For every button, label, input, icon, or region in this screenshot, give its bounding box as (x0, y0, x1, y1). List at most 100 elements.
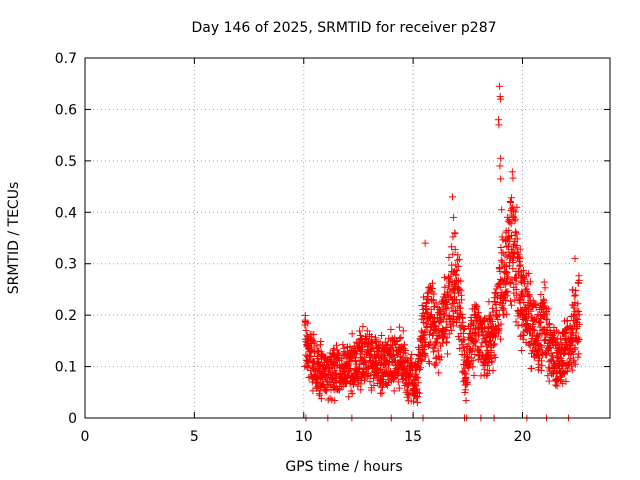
data-point (485, 298, 493, 306)
data-point (440, 311, 448, 319)
data-point (431, 303, 439, 311)
data-point (348, 330, 356, 338)
data-point (396, 335, 404, 343)
x-tick-label: 10 (295, 429, 313, 445)
data-point (443, 334, 451, 342)
data-point (423, 299, 431, 307)
data-point (309, 387, 317, 395)
data-point (434, 334, 442, 342)
data-point (472, 342, 480, 350)
data-point (498, 233, 506, 241)
data-point (458, 296, 466, 304)
data-point (538, 362, 546, 370)
data-point (356, 327, 364, 335)
data-point (430, 290, 438, 298)
data-point (447, 304, 455, 312)
data-point (302, 326, 310, 334)
data-point (496, 267, 504, 275)
data-point (473, 303, 481, 311)
data-point (502, 288, 510, 296)
data-point (418, 302, 426, 310)
data-point (519, 335, 527, 343)
data-point (462, 397, 470, 405)
data-point (440, 273, 448, 281)
data-point (350, 381, 358, 389)
data-point (382, 342, 390, 350)
data-point (333, 341, 341, 349)
data-point (359, 323, 367, 331)
data-point (503, 310, 511, 318)
data-point (511, 274, 519, 282)
data-point (390, 387, 398, 395)
data-point (430, 319, 438, 327)
chart-title: Day 146 of 2025, SRMTID for receiver p28… (191, 20, 496, 36)
data-point (369, 374, 377, 382)
data-point (447, 326, 455, 334)
data-point (357, 386, 365, 394)
data-point (521, 275, 529, 283)
data-point (540, 278, 548, 286)
data-point (497, 320, 505, 328)
data-point (526, 342, 534, 350)
data-point (507, 297, 515, 305)
data-point (428, 311, 436, 319)
data-point (398, 376, 406, 384)
data-point (510, 207, 518, 215)
data-point (378, 389, 386, 397)
data-point (518, 346, 526, 354)
data-point (492, 300, 500, 308)
data-point (504, 273, 512, 281)
data-point (506, 218, 514, 226)
data-point (497, 244, 505, 252)
data-point (507, 220, 515, 228)
data-point (388, 357, 396, 365)
data-point (484, 323, 492, 331)
data-point (513, 203, 521, 211)
data-point (443, 300, 451, 308)
y-tick-label: 0.4 (55, 205, 77, 221)
data-point (537, 342, 545, 350)
data-point (501, 281, 509, 289)
data-point (458, 341, 466, 349)
data-point (348, 390, 356, 398)
data-point (317, 395, 325, 403)
data-point (460, 336, 468, 344)
data-point (518, 321, 526, 329)
data-point (335, 386, 343, 394)
data-point (491, 289, 499, 297)
data-point (494, 315, 502, 323)
data-point (511, 208, 519, 216)
data-point (363, 343, 371, 351)
data-point (502, 278, 510, 286)
data-point (454, 251, 462, 259)
data-point (511, 215, 519, 223)
data-point (489, 367, 497, 375)
data-point (497, 256, 505, 264)
data-point (471, 338, 479, 346)
data-point (368, 333, 376, 341)
data-point (537, 315, 545, 323)
x-tick-label: 15 (404, 429, 422, 445)
y-tick-label: 0.5 (55, 154, 77, 170)
data-point (436, 310, 444, 318)
data-point (522, 338, 530, 346)
data-point (471, 350, 479, 358)
data-point (444, 350, 452, 358)
data-point (445, 282, 453, 290)
data-point (326, 394, 334, 402)
data-point (414, 389, 422, 397)
y-tick-label: 0.2 (55, 308, 77, 324)
data-point (537, 291, 545, 299)
data-point (503, 292, 511, 300)
data-point (301, 312, 309, 320)
data-point (427, 283, 435, 291)
data-point (414, 379, 422, 387)
data-point (395, 384, 403, 392)
data-point (469, 363, 477, 371)
data-point (461, 386, 469, 394)
data-point (540, 297, 548, 305)
data-point (457, 277, 465, 285)
data-point (506, 280, 514, 288)
grid-lines (85, 58, 610, 418)
data-point (382, 357, 390, 365)
